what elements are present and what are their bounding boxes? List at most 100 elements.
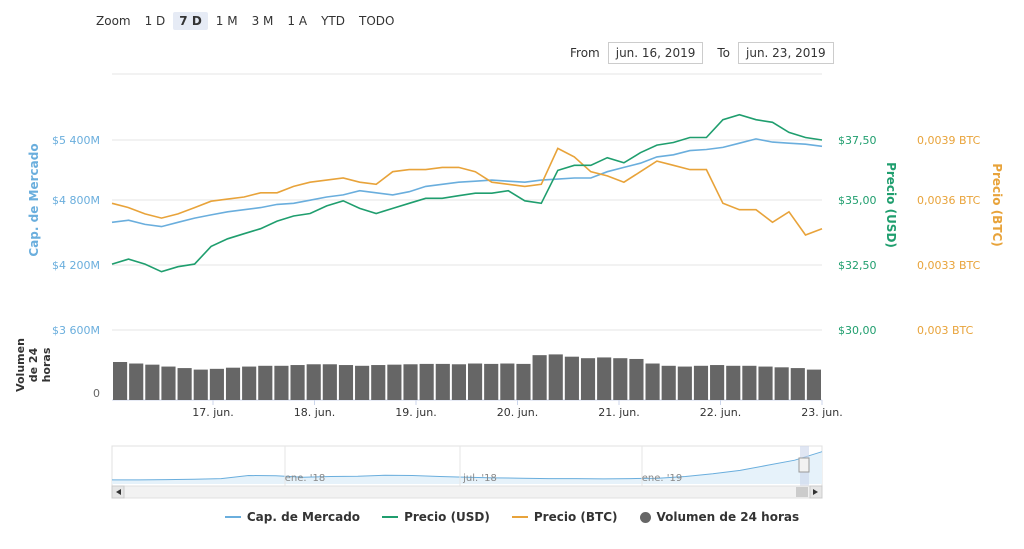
volume-axis-title: horas: [40, 347, 53, 382]
legend-label: Volumen de 24 horas: [656, 510, 800, 524]
legend-label: Precio (USD): [404, 510, 490, 524]
volume-bar: [742, 365, 757, 400]
volume-bar: [419, 363, 434, 400]
price-btc-line: [111, 147, 823, 236]
volume-bar: [693, 365, 709, 400]
volume-bar: [129, 363, 144, 400]
volume-bar: [564, 356, 579, 400]
volume-bar: [516, 363, 531, 400]
market-cap-tick: $4 800M: [52, 194, 100, 207]
to-label: To: [717, 46, 730, 60]
market-cap-axis-title: Cap. de Mercado: [27, 143, 41, 256]
volume-bar: [484, 363, 499, 400]
grid-lines: [112, 73, 822, 401]
zoom-ytd-button[interactable]: YTD: [321, 14, 345, 28]
volume-zero-tick: 0: [93, 387, 100, 400]
axis-labels: $3 600M $4 200M $4 800M $5 400M $30,00 $32,50…: [14, 134, 1004, 400]
volume-bar: [387, 364, 402, 400]
price-usd-tick: $37,50: [838, 134, 877, 147]
volume-bar: [403, 364, 418, 400]
legend-label: Precio (BTC): [533, 510, 618, 524]
volume-bar: [677, 366, 692, 400]
volume-bar: [532, 355, 547, 400]
volume-bar: [435, 363, 450, 400]
volume-bar: [113, 362, 128, 400]
price-usd-swatch: [382, 516, 399, 518]
zoom-todo-button[interactable]: TODO: [359, 14, 395, 28]
volume-bar: [774, 367, 789, 400]
arrow-left-icon: [116, 489, 121, 495]
volume-bar: [468, 363, 483, 400]
volume-bar: [161, 366, 176, 400]
price-usd-line: [111, 113, 823, 273]
navigator-handle[interactable]: [798, 457, 810, 473]
volume-bar: [726, 365, 741, 400]
zoom-7d-button[interactable]: 7 D: [173, 12, 208, 30]
volume-bar: [306, 364, 321, 400]
price-btc-tick: 0,0036 BTC: [917, 194, 981, 207]
price-usd-tick: $35,00: [838, 194, 877, 207]
x-tick-label: 17. jun.: [192, 406, 234, 419]
volume-bar: [806, 369, 821, 400]
date-range: From jun. 16, 2019 To jun. 23, 2019: [570, 42, 834, 64]
scrollbar-thumb[interactable]: [796, 487, 808, 497]
legend: Cap. de Mercado Precio (USD) Precio (BTC…: [0, 510, 1024, 524]
legend-item-price-usd[interactable]: Precio (USD): [382, 510, 490, 524]
price-btc-axis-title: Precio (BTC): [990, 163, 1004, 247]
legend-label: Cap. de Mercado: [246, 510, 361, 524]
market-cap-tick: $3 600M: [52, 324, 100, 337]
market-cap-line: [111, 138, 823, 228]
zoom-1d-button[interactable]: 1 D: [144, 14, 166, 28]
volume-bar: [661, 365, 676, 400]
x-tick-label: 19. jun.: [395, 406, 437, 419]
volume-bar: [193, 369, 208, 400]
price-usd-tick: $30,00: [838, 324, 877, 337]
volume-bar: [209, 368, 224, 400]
x-tick-label: 18. jun.: [294, 406, 336, 419]
zoom-1a-button[interactable]: 1 A: [287, 14, 308, 28]
volume-axis-title: de 24: [27, 347, 40, 382]
volume-bar: [500, 363, 515, 400]
legend-item-volume[interactable]: Volumen de 24 horas: [639, 510, 800, 524]
volume-bar: [290, 365, 305, 400]
zoom-3m-button[interactable]: 3 M: [251, 14, 274, 28]
volume-bar: [322, 364, 337, 400]
navigator-label: jul. '18: [462, 473, 497, 484]
volume-dot-icon: [639, 511, 651, 523]
volume-bar: [371, 365, 386, 400]
volume-axis-title: Volumen: [14, 338, 27, 392]
navigator: ene. '18 jul. '18 ene. '19: [111, 445, 823, 499]
volume-bars: [113, 354, 821, 400]
volume-bar: [451, 364, 466, 400]
from-label: From: [570, 46, 600, 60]
series-lines: [111, 113, 823, 273]
arrow-right-icon: [813, 489, 818, 495]
zoom-label: Zoom: [96, 14, 131, 28]
legend-item-price-btc[interactable]: Precio (BTC): [511, 510, 618, 524]
navigator-scrollbar: [111, 485, 823, 499]
volume-bar: [580, 358, 596, 400]
volume-bar: [710, 365, 725, 400]
to-date-input[interactable]: jun. 23, 2019: [738, 42, 834, 64]
volume-bar: [258, 365, 273, 400]
price-btc-tick: 0,0033 BTC: [917, 259, 981, 272]
x-axis-ticks: 17. jun. 18. jun. 19. jun. 20. jun. 21. jun.…: [192, 400, 843, 419]
x-tick-label: 20. jun.: [497, 406, 539, 419]
volume-bar: [597, 357, 612, 400]
legend-item-market-cap[interactable]: Cap. de Mercado: [224, 510, 361, 524]
x-tick-label: 21. jun.: [598, 406, 640, 419]
navigator-line: [112, 451, 823, 481]
x-tick-label: 22. jun.: [700, 406, 742, 419]
volume-bar: [758, 366, 773, 400]
volume-bar: [177, 368, 192, 400]
volume-bar: [629, 358, 644, 400]
price-usd-axis-title: Precio (USD): [884, 162, 898, 248]
navigator-label: ene. '19: [642, 473, 682, 484]
volume-bar: [355, 365, 370, 400]
zoom-1m-button[interactable]: 1 M: [215, 14, 238, 28]
price-btc-tick: 0,003 BTC: [917, 324, 974, 337]
market-cap-tick: $5 400M: [52, 134, 100, 147]
zoom-bar: Zoom 1 D 7 D 1 M 3 M 1 A YTD TODO: [96, 11, 400, 31]
from-date-input[interactable]: jun. 16, 2019: [607, 42, 704, 64]
market-cap-swatch: [224, 516, 241, 518]
